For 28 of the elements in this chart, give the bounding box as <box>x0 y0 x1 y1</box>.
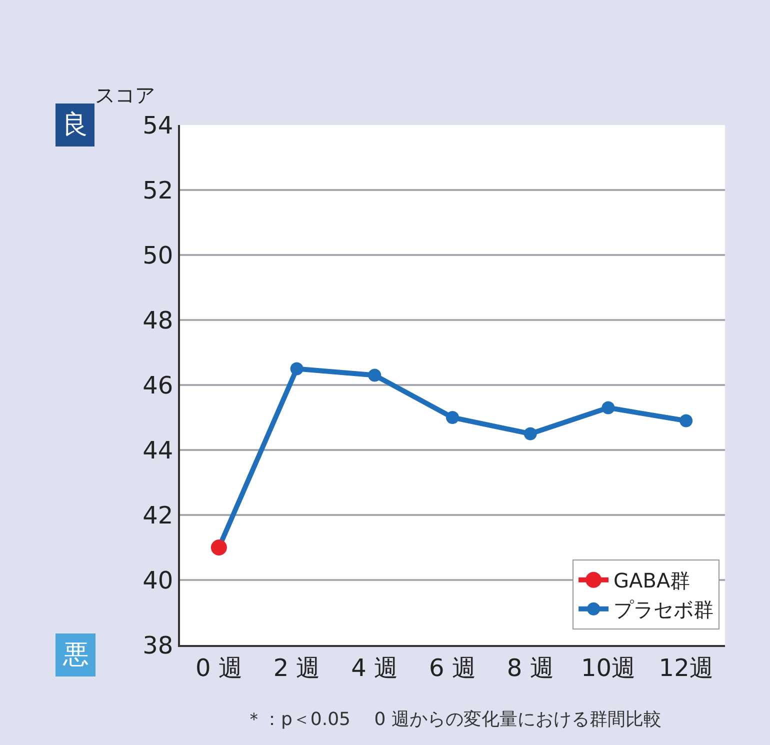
y-tick-label: 46 <box>142 371 174 400</box>
y-tick-label: 44 <box>142 436 174 464</box>
y-tick-label: 54 <box>142 111 174 140</box>
y-tick-label: 42 <box>142 501 174 530</box>
x-tick-label: 6 週 <box>429 654 476 682</box>
x-tick-label: 12週 <box>658 654 714 682</box>
x-tick-label: 8 週 <box>506 654 554 682</box>
x-tick-label: 2 週 <box>273 654 320 682</box>
y-tick-label: 38 <box>142 631 174 660</box>
point <box>524 427 537 440</box>
legend-label: プラセボ群 <box>614 598 714 622</box>
point <box>290 362 304 376</box>
y-tick-label: 50 <box>142 241 174 270</box>
x-tick-label: 10週 <box>580 654 636 682</box>
legend-label: GABA群 <box>614 568 690 593</box>
text: 良 <box>62 110 88 140</box>
y-tick-label: 52 <box>142 176 174 204</box>
point <box>446 411 459 424</box>
point <box>680 414 693 428</box>
y-axis-title: スコア <box>95 83 155 107</box>
x-tick-label: 0 週 <box>195 654 242 682</box>
point <box>602 401 615 414</box>
text: ＊：p＜0.05 0 週からの変化量における群間比較 <box>245 709 662 730</box>
text: 悪 <box>62 640 89 670</box>
point <box>368 368 382 382</box>
y-tick-label: 40 <box>142 566 174 594</box>
y-tick-label: 48 <box>142 306 174 334</box>
x-tick-label: 4 週 <box>351 654 398 682</box>
